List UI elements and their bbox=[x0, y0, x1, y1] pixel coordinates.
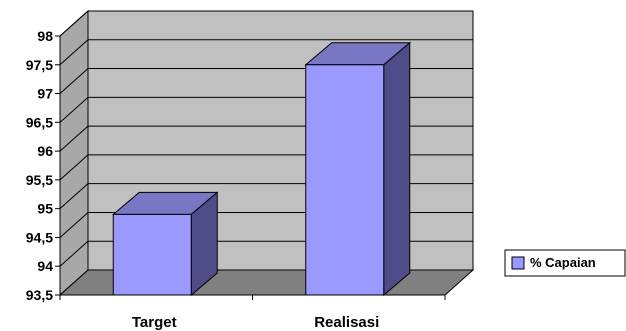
chart-bars bbox=[111, 41, 412, 297]
y-axis-ticks: 93,5 94 94,5 95 95,5 96 96,5 97 97,5 98 bbox=[26, 28, 60, 303]
legend-swatch bbox=[511, 256, 525, 270]
x-category-label: Realisasi bbox=[314, 314, 379, 331]
x-axis-labels: Target Realisasi bbox=[132, 314, 379, 331]
legend-box bbox=[504, 249, 626, 277]
gridline bbox=[59, 39, 473, 66]
legend: % Capaian bbox=[504, 249, 626, 277]
y-tick-label: 97,5 bbox=[26, 57, 53, 73]
y-tick-label: 96,5 bbox=[26, 114, 53, 130]
bar bbox=[304, 41, 412, 297]
y-tick-label: 98 bbox=[37, 28, 53, 44]
gridline bbox=[59, 10, 473, 37]
y-tick-label: 95,5 bbox=[26, 172, 53, 188]
side-wall bbox=[59, 9, 89, 297]
y-tick-label: 93,5 bbox=[26, 287, 53, 303]
legend-label: % Capaian bbox=[530, 255, 596, 270]
bar-side bbox=[383, 41, 411, 297]
y-tick-label: 95 bbox=[37, 201, 53, 217]
y-tick-label: 97 bbox=[37, 86, 53, 102]
bar-front bbox=[305, 64, 385, 296]
y-tick-label: 94,5 bbox=[26, 229, 53, 245]
bar-front bbox=[112, 213, 192, 296]
y-tick-label: 94 bbox=[37, 258, 53, 274]
bar bbox=[111, 191, 219, 297]
y-tick-label: 96 bbox=[37, 143, 53, 159]
x-category-label: Target bbox=[132, 314, 177, 331]
